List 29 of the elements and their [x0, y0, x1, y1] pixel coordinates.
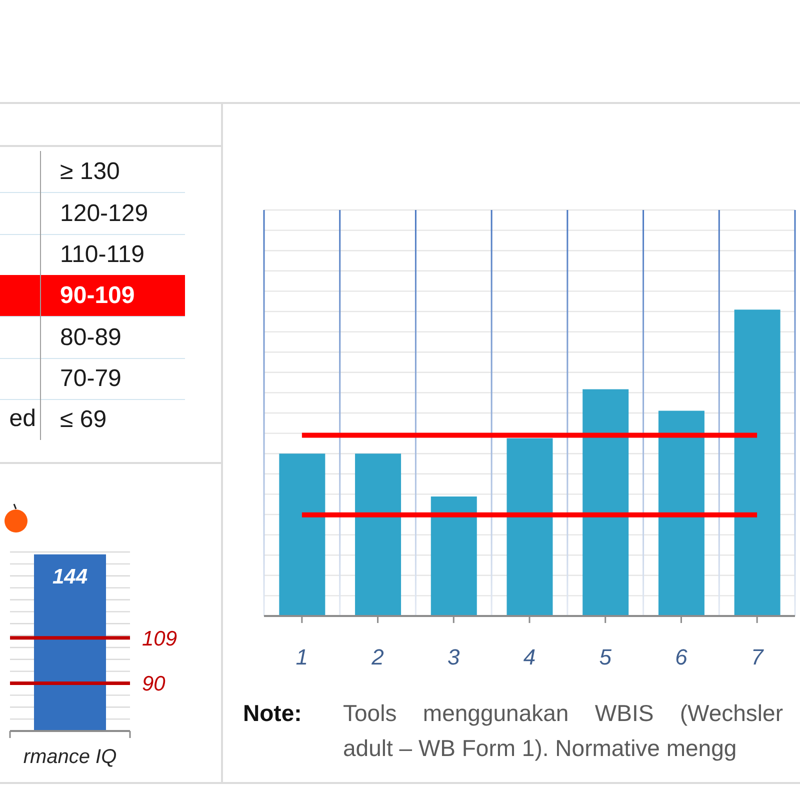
x-tick-label: 7: [750, 644, 764, 670]
category-label: ≤ 69: [60, 406, 107, 434]
category-label: 90-109: [60, 282, 135, 310]
data-label: 144: [52, 565, 88, 588]
bar: [355, 454, 402, 616]
x-tick-label: 1: [296, 644, 308, 670]
x-tick-label: 4: [523, 644, 536, 670]
ref-line-label: 90: [142, 672, 166, 696]
bar: [658, 410, 704, 616]
x-tick-label: rmance IQ: [23, 746, 117, 768]
text: Tools menggunakan WBIS (Wechsler: [343, 699, 783, 728]
x-tick-label: 6: [675, 644, 688, 670]
text: ed: [9, 405, 36, 434]
bar: [582, 389, 629, 616]
category-label: 80-89: [60, 324, 122, 352]
text: Note:: [243, 699, 302, 728]
x-tick-label: 3: [448, 644, 461, 670]
bar: [430, 496, 477, 616]
bar: [279, 454, 326, 616]
category-label: 110-119: [60, 241, 145, 270]
bar: [506, 438, 553, 616]
x-tick-label: 2: [370, 644, 384, 670]
bar: [734, 310, 780, 616]
ref-line-label: 109: [142, 627, 178, 650]
x-tick-label: 5: [599, 644, 612, 670]
text: adult – WB Form 1). Normative mengg: [343, 734, 737, 763]
category-label: 120-129: [60, 200, 148, 228]
category-label: ≥ 130: [60, 158, 120, 186]
category-label: 70-79: [60, 365, 122, 394]
